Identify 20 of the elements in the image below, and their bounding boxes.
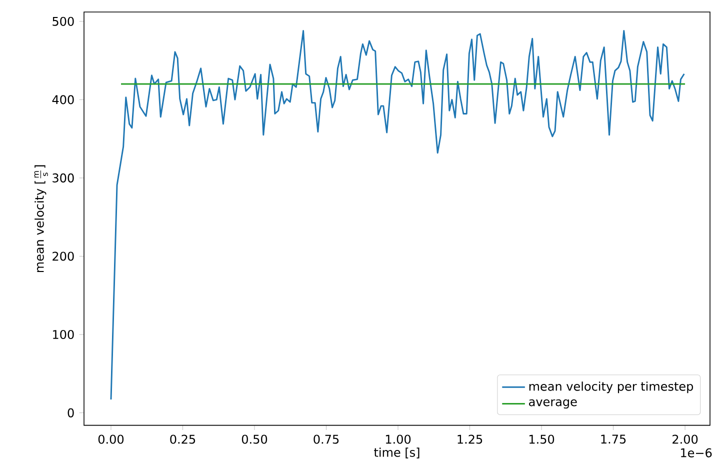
x-tick-label: 0.00 bbox=[98, 434, 124, 444]
x-tick-label: 2.00 bbox=[672, 434, 698, 444]
x-tick-label: 0.50 bbox=[242, 434, 268, 444]
y-tick-label: 200 bbox=[52, 252, 74, 261]
x-tick-label: 1.25 bbox=[458, 434, 482, 444]
x-tick-label: 1.00 bbox=[386, 434, 411, 444]
y-axis-title: $\textrm{mean velocity [}\frac{\mathrm{m}}{\mathrm{s}}\textrm{]}$ bbox=[34, 165, 48, 272]
y-tick-label: 300 bbox=[52, 173, 74, 182]
x-axis-title: time [s] bbox=[374, 448, 420, 458]
x-tick-label: 1.75 bbox=[601, 434, 626, 444]
legend-label: average bbox=[529, 399, 577, 409]
y-tick-label: 0 bbox=[68, 408, 74, 418]
legend-label: mean velocity per timestep bbox=[529, 382, 694, 394]
x-tick-label: 0.75 bbox=[314, 434, 339, 444]
x-tick-label: 1.50 bbox=[529, 434, 554, 444]
x-tick-label: 0.25 bbox=[170, 434, 196, 444]
text: 1e−6 bbox=[681, 448, 712, 458]
y-tick-label: 400 bbox=[52, 95, 74, 104]
y-tick-label: 100 bbox=[53, 330, 74, 340]
y-tick-label: 500 bbox=[52, 16, 74, 26]
